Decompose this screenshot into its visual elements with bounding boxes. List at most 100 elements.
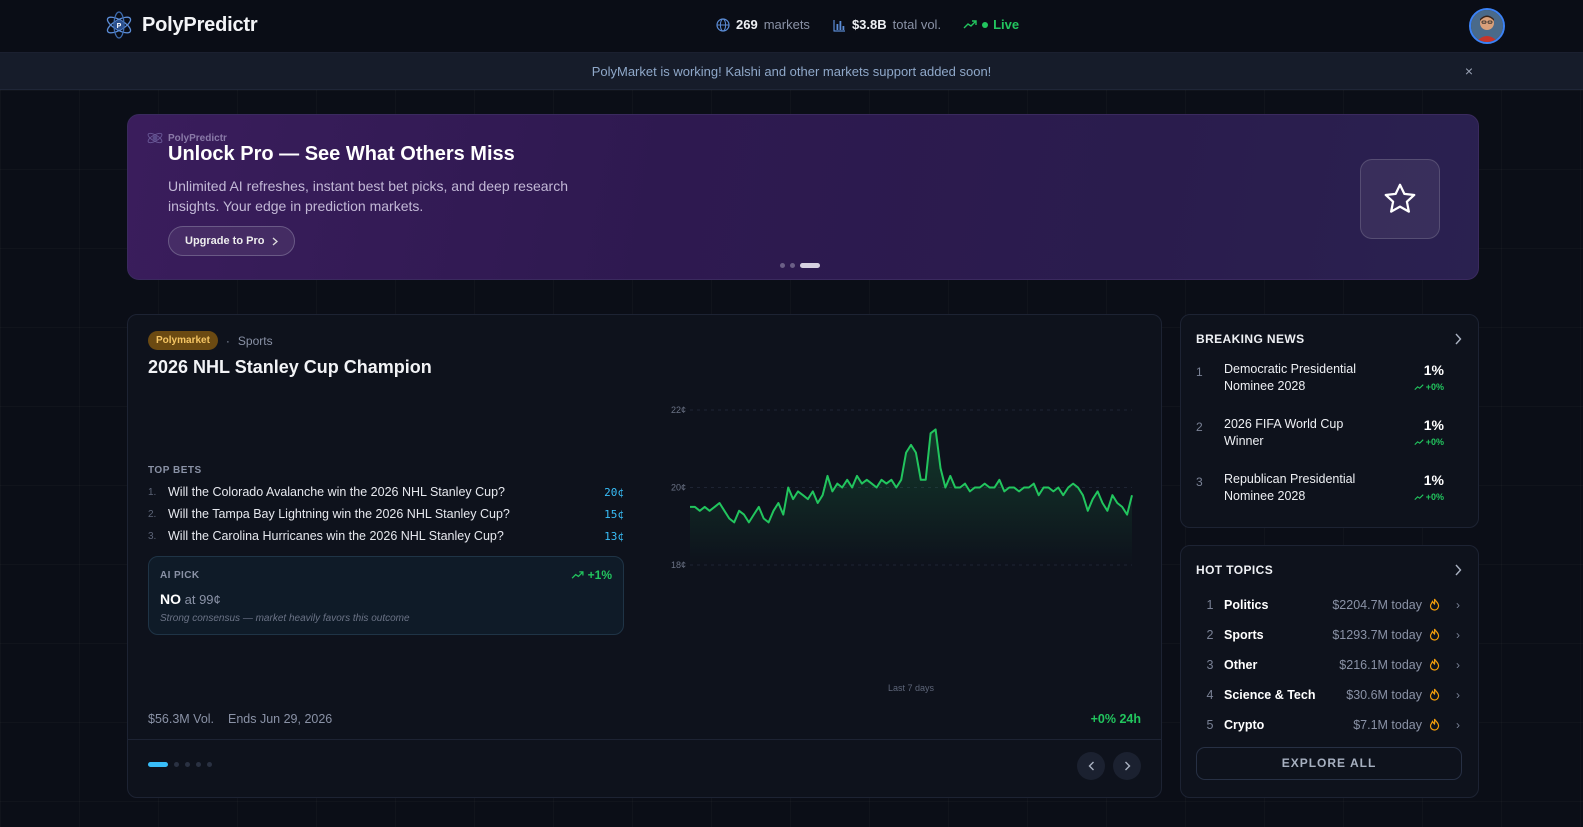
topic-row[interactable]: 3 Other $216.1M today › — [1196, 650, 1462, 680]
topic-volume: $30.6M today — [1346, 688, 1422, 702]
topic-row[interactable]: 5 Crypto $7.1M today › — [1196, 710, 1462, 740]
meta-separator: · — [225, 333, 230, 348]
promo-star-tile — [1360, 159, 1440, 239]
topic-name: Sports — [1224, 628, 1264, 642]
markets-stat: 269 markets — [716, 17, 810, 32]
news-item[interactable]: 3 Republican Presidential Nominee 2028 1… — [1196, 471, 1460, 526]
news-rank: 1 — [1196, 365, 1203, 379]
live-indicator: Live — [963, 17, 1019, 32]
top-bar: P PolyPredictr 269 markets $3.8B total v… — [0, 0, 1583, 53]
news-change: +0% — [1414, 492, 1444, 502]
promo-banner: PolyPredictr Unlock Pro — See What Other… — [127, 114, 1479, 280]
news-item[interactable]: 2 2026 FIFA World Cup Winner 1% +0% — [1196, 416, 1460, 471]
news-change: +0% — [1414, 437, 1444, 447]
carousel-nav — [1077, 752, 1141, 780]
ai-change-value: +1% — [587, 568, 612, 582]
notice-text: PolyMarket is working! Kalshi and other … — [591, 64, 992, 79]
news-title: 2026 FIFA World Cup Winner — [1224, 417, 1344, 448]
chevron-right-icon[interactable] — [1454, 333, 1462, 345]
news-item[interactable]: 1 Democratic Presidential Nominee 2028 1… — [1196, 361, 1460, 416]
top-bet-row[interactable]: 2. Will the Tampa Bay Lightning win the … — [148, 503, 624, 525]
topic-name: Science & Tech — [1224, 688, 1316, 702]
bet-question: Will the Carolina Hurricanes win the 202… — [168, 529, 504, 543]
market-title[interactable]: 2026 NHL Stanley Cup Champion — [148, 357, 432, 377]
promo-brand: PolyPredictr — [146, 129, 227, 147]
carousel-dot[interactable] — [196, 762, 201, 767]
carousel-dot[interactable] — [174, 762, 179, 767]
topic-row[interactable]: 2 Sports $1293.7M today › — [1196, 620, 1462, 650]
upgrade-button-label: Upgrade to Pro — [185, 235, 265, 247]
topic-volume: $216.1M today — [1339, 658, 1422, 672]
topic-volume: $2204.7M today — [1332, 598, 1422, 612]
chevron-right-icon: › — [1456, 718, 1460, 732]
carousel-dot[interactable] — [780, 263, 785, 268]
news-change-value: +0% — [1425, 382, 1444, 392]
explore-all-button[interactable]: EXPLORE ALL — [1196, 747, 1462, 780]
news-percent: 1% — [1423, 362, 1444, 378]
bar-chart-icon — [833, 19, 845, 32]
price-area — [690, 429, 1132, 565]
bet-rank: 1. — [148, 486, 157, 498]
fire-icon — [1429, 658, 1440, 671]
hot-topics-panel: HOT TOPICS 1 Politics $2204.7M today › 2… — [1180, 545, 1479, 798]
market-volume: $56.3M Vol. — [148, 712, 215, 726]
topic-name: Other — [1224, 658, 1258, 672]
chevron-right-icon: › — [1456, 658, 1460, 672]
news-change-value: +0% — [1425, 492, 1444, 502]
trending-up-icon — [1414, 438, 1424, 445]
markets-label: markets — [763, 17, 810, 32]
x-axis-label: Last 7 days — [888, 683, 935, 693]
ai-pick-change: +1% — [571, 568, 612, 582]
news-rank: 3 — [1196, 475, 1203, 489]
card-divider — [128, 739, 1161, 740]
price-chart: 22¢ 20¢ 18¢ Last 7 days — [671, 405, 1133, 693]
ai-pick-note: Strong consensus — market heavily favors… — [160, 613, 410, 624]
news-percent: 1% — [1423, 417, 1444, 433]
carousel-dot[interactable] — [790, 263, 795, 268]
bet-price: 15¢ — [604, 507, 624, 521]
ai-pick-outcome: NO — [160, 591, 181, 607]
top-bet-row[interactable]: 1. Will the Colorado Avalanche win the 2… — [148, 481, 624, 503]
close-icon[interactable]: × — [1464, 63, 1473, 79]
app-logo[interactable]: P PolyPredictr — [104, 10, 258, 40]
market-carousel-dots — [148, 762, 212, 767]
topic-row[interactable]: 4 Science & Tech $30.6M today › — [1196, 680, 1462, 710]
topic-row[interactable]: 1 Politics $2204.7M today › — [1196, 590, 1462, 620]
topic-rank: 1 — [1206, 598, 1214, 612]
carousel-dot-active[interactable] — [800, 263, 820, 268]
next-button[interactable] — [1113, 752, 1141, 780]
fire-icon — [1429, 688, 1440, 701]
promo-brand-name: PolyPredictr — [168, 132, 227, 144]
market-meta: Polymarket · Sports — [148, 331, 273, 350]
featured-market-card: Polymarket · Sports 2026 NHL Stanley Cup… — [127, 314, 1162, 798]
live-label: Live — [993, 17, 1020, 32]
previous-button[interactable] — [1077, 752, 1105, 780]
news-change: +0% — [1414, 382, 1444, 392]
topic-rank: 5 — [1206, 718, 1214, 732]
atom-logo-icon: P — [106, 11, 132, 39]
carousel-dot[interactable] — [207, 762, 212, 767]
breaking-news-list: 1 Democratic Presidential Nominee 2028 1… — [1196, 361, 1460, 526]
y-tick-label: 18¢ — [671, 560, 686, 570]
topic-rank: 4 — [1206, 688, 1214, 702]
user-photo — [1471, 10, 1503, 42]
ai-pick-label: AI PICK — [160, 570, 200, 581]
market-footer: $56.3M Vol. Ends Jun 29, 2026 — [148, 712, 332, 726]
user-avatar[interactable] — [1469, 8, 1505, 44]
top-bet-row[interactable]: 3. Will the Carolina Hurricanes win the … — [148, 525, 624, 547]
bet-rank: 2. — [148, 508, 157, 520]
bet-question: Will the Colorado Avalanche win the 2026… — [168, 485, 506, 499]
trending-up-icon — [963, 19, 977, 28]
topic-name: Crypto — [1224, 718, 1265, 732]
bet-price: 13¢ — [604, 529, 624, 543]
topic-rank: 3 — [1206, 658, 1214, 672]
carousel-dot[interactable] — [185, 762, 190, 767]
volume-stat: $3.8B total vol. — [832, 17, 941, 32]
source-badge: Polymarket — [148, 331, 218, 350]
upgrade-to-pro-button[interactable]: Upgrade to Pro — [168, 226, 296, 256]
bet-question: Will the Tampa Bay Lightning win the 202… — [168, 507, 510, 521]
trending-up-icon — [1414, 493, 1424, 500]
chevron-right-icon[interactable] — [1454, 564, 1462, 576]
carousel-dot-active[interactable] — [148, 762, 168, 767]
global-stats: 269 markets $3.8B total vol. Live — [716, 17, 1019, 32]
